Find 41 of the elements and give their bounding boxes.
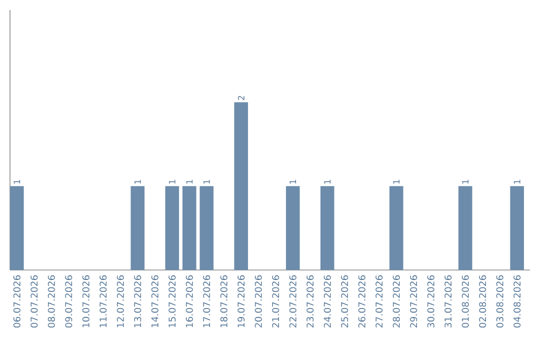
x-tick-label: 09.07.2026 bbox=[65, 275, 72, 328]
x-tick-label: 17.07.2026 bbox=[203, 275, 210, 328]
data-label: 1 bbox=[324, 180, 331, 184]
data-label: 1 bbox=[168, 180, 176, 184]
x-tick-label: 18.07.2026 bbox=[220, 275, 228, 328]
x-tick-label: 19.07.2026 bbox=[238, 275, 245, 328]
x-tick-label: 06.07.2026 bbox=[13, 275, 20, 328]
x-tick-label: 26.07.2026 bbox=[358, 275, 366, 328]
x-tick-label: 01.08.2026 bbox=[462, 275, 469, 328]
x-tick-label: 12.07.2026 bbox=[116, 275, 124, 328]
x-tick-label: 24.07.2026 bbox=[324, 275, 331, 328]
x-tick-label: 16.07.2026 bbox=[186, 275, 193, 328]
x-tick-label: 28.07.2026 bbox=[392, 275, 400, 328]
x-tick-label: 08.07.2026 bbox=[48, 275, 55, 328]
x-tick-label: 29.07.2026 bbox=[410, 275, 418, 328]
data-label: 1 bbox=[290, 180, 296, 184]
x-tick-label: 13.07.2026 bbox=[134, 275, 142, 328]
data-label: 1 bbox=[186, 180, 193, 184]
data-label: 1 bbox=[14, 180, 20, 184]
x-tick-label: 02.08.2026 bbox=[479, 275, 486, 328]
x-tick-label: 10.07.2026 bbox=[82, 275, 90, 328]
x-tick-label: 25.07.2026 bbox=[341, 275, 348, 328]
x-tick-label: 11.07.2026 bbox=[100, 275, 107, 328]
x-tick-label: 30.07.2026 bbox=[427, 275, 434, 328]
data-label: 1 bbox=[462, 180, 468, 184]
x-tick-label: 22.07.2026 bbox=[289, 275, 296, 328]
x-tick-label: 23.07.2026 bbox=[306, 275, 314, 328]
x-tick-label: 14.07.2026 bbox=[151, 275, 158, 328]
x-tick-label: 07.07.2026 bbox=[30, 275, 38, 328]
x-tick-label: 27.07.2026 bbox=[376, 275, 383, 328]
data-label: 2 bbox=[238, 96, 244, 100]
x-tick-label: 04.08.2026 bbox=[514, 275, 521, 328]
x-tick-label: 15.07.2026 bbox=[168, 275, 176, 328]
x-tick-label: 31.07.2026 bbox=[444, 275, 452, 328]
x-tick-label: 21.07.2026 bbox=[272, 275, 280, 328]
data-label: 1 bbox=[393, 180, 400, 184]
data-label: 1 bbox=[203, 180, 210, 184]
data-label: 1 bbox=[514, 180, 520, 184]
x-tick-label: 20.07.2026 bbox=[254, 275, 262, 328]
data-label: 1 bbox=[134, 180, 141, 184]
x-tick-label: 03.08.2026 bbox=[496, 275, 504, 328]
